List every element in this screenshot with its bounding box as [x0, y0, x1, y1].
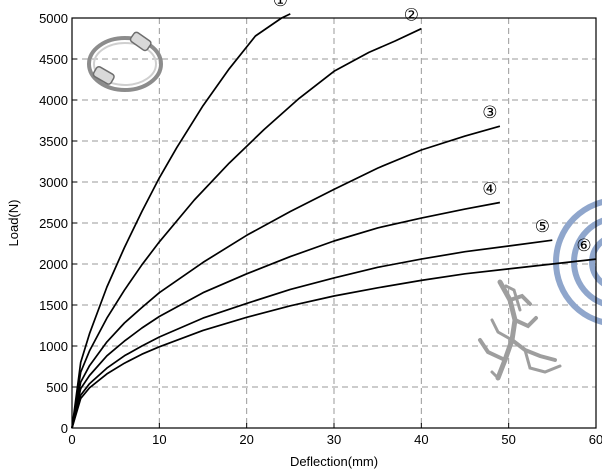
x-tick-label-3: 30	[327, 432, 341, 447]
x-tick-label-4: 40	[414, 432, 428, 447]
series-lines	[71, 13, 597, 429]
curve-labels: ① ② ③ ④ ⑤ ⑥	[273, 0, 592, 256]
series-line-6	[71, 258, 597, 429]
ring-specimen-illustration	[87, 31, 163, 92]
series-line-3	[71, 125, 501, 429]
y-tick-label-10: 5000	[39, 11, 68, 26]
grid-lines	[72, 18, 596, 428]
x-tick-label-5: 50	[501, 432, 515, 447]
x-axis-title: Deflection(mm)	[290, 454, 378, 469]
y-tick-label-9: 4500	[39, 52, 68, 67]
x-tick-label-6: 60	[589, 432, 602, 447]
y-axis-title: Load(N)	[6, 200, 21, 247]
x-tick-label-2: 20	[239, 432, 253, 447]
y-tick-label-5: 2500	[39, 216, 68, 231]
x-tick-label-1: 10	[152, 432, 166, 447]
series-line-5	[71, 239, 553, 429]
series-line-1	[71, 13, 291, 429]
series-label-4: ④	[482, 180, 497, 200]
x-axis-ticks: 0 10 20 30 40 50 60	[68, 423, 602, 447]
y-axis-ticks: 0 500 1000 1500 2000 2500 3000 3500 4000 4500 5000	[39, 11, 77, 436]
root-system-illustration	[478, 279, 562, 381]
x-tick-label-0: 0	[68, 432, 75, 447]
series-line-2	[71, 27, 422, 429]
series-label-3: ③	[482, 103, 497, 123]
y-tick-label-4: 2000	[39, 257, 68, 272]
series-line-4	[71, 201, 501, 429]
series-label-5: ⑤	[535, 217, 550, 237]
y-tick-label-2: 1000	[39, 339, 68, 354]
y-tick-label-7: 3500	[39, 134, 68, 149]
y-tick-label-8: 4000	[39, 93, 68, 108]
series-label-1: ①	[273, 0, 288, 11]
series-label-2: ②	[404, 6, 419, 26]
y-tick-label-1: 500	[46, 380, 68, 395]
y-tick-label-3: 1500	[39, 298, 68, 313]
y-tick-label-0: 0	[61, 421, 68, 436]
y-tick-label-6: 3000	[39, 175, 68, 190]
series-label-6: ⑥	[576, 236, 591, 256]
